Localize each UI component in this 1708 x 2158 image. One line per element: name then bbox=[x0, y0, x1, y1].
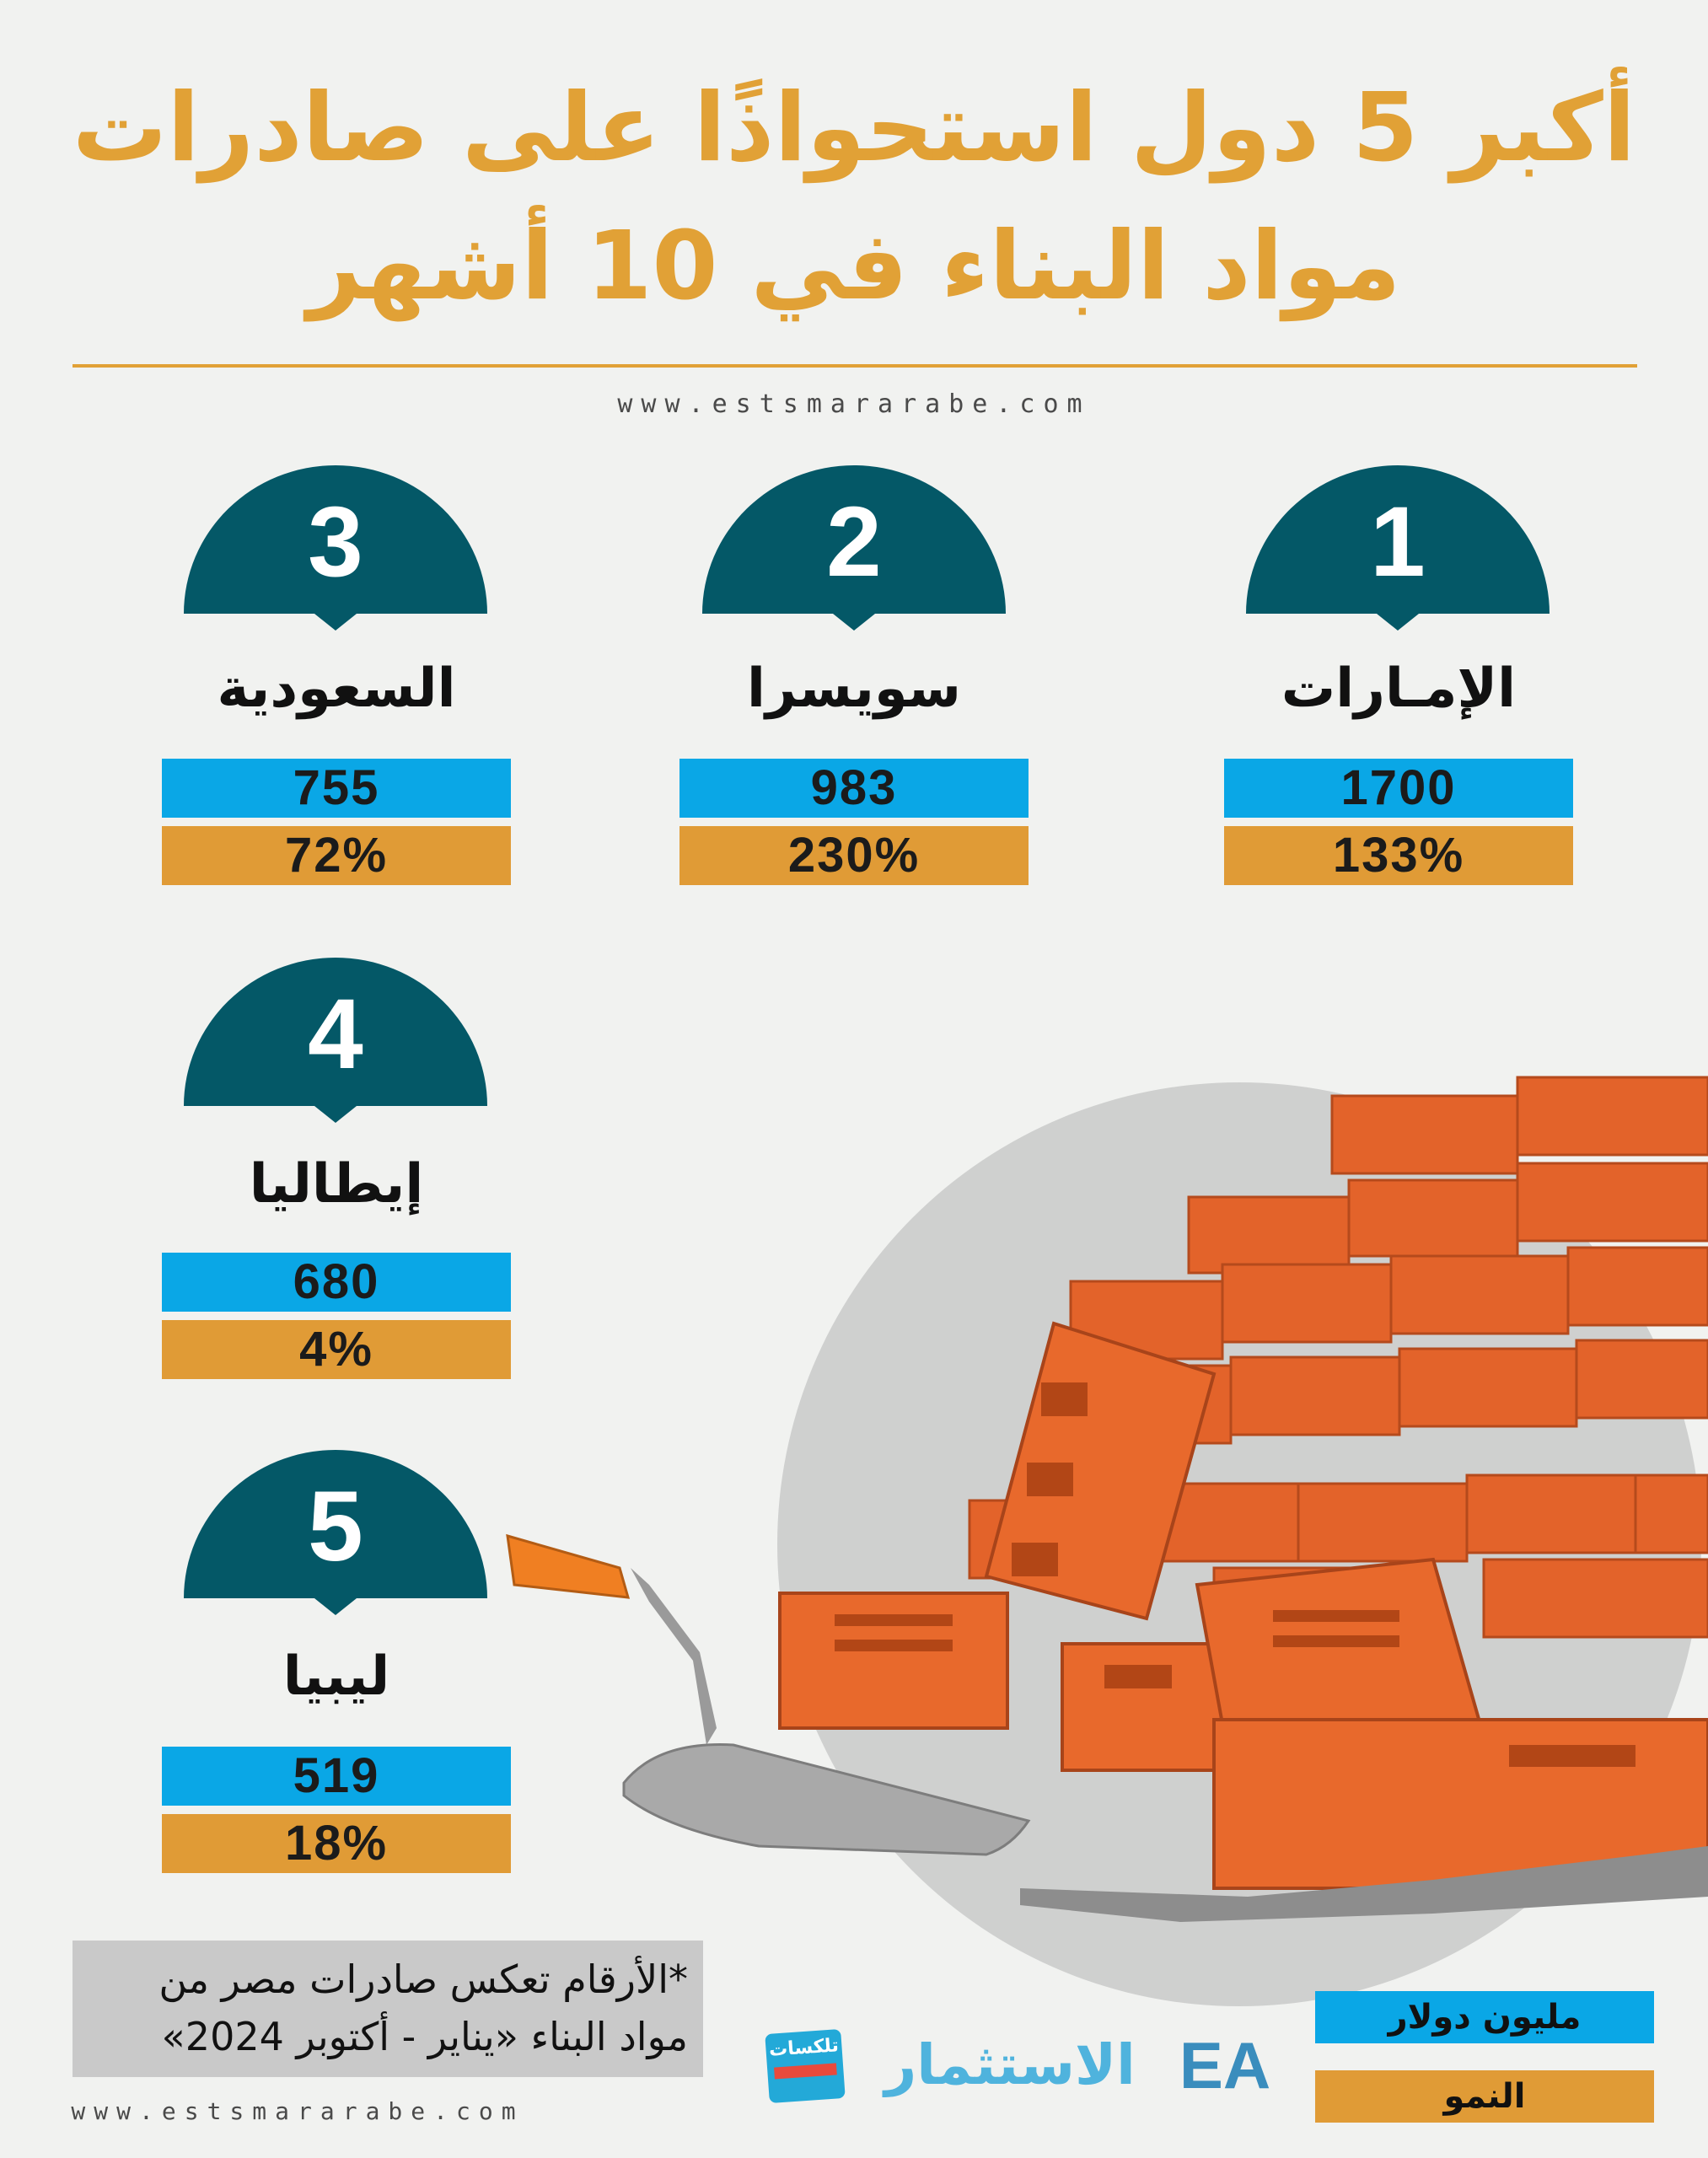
value-bar-4: 680 bbox=[162, 1253, 511, 1312]
talkasat-logo: تلكسات bbox=[765, 2028, 846, 2104]
legend-growth: النمو bbox=[1315, 2070, 1654, 2123]
value-bar-1: 1700 bbox=[1224, 759, 1573, 818]
rank-badge-shape-icon bbox=[1246, 465, 1550, 631]
country-name-5: ليبيا bbox=[282, 1645, 390, 1708]
talkasat-logo-text: تلكسات bbox=[768, 2035, 840, 2061]
footnote-line-1: *الأرقام تعكس صادرات مصر من bbox=[158, 1957, 688, 2002]
rank-badge-3: 3 bbox=[184, 465, 487, 631]
value-bar-3: 755 bbox=[162, 759, 511, 818]
growth-bar-2: 230% bbox=[679, 826, 1029, 885]
rank-badge-5: 5 bbox=[184, 1450, 487, 1615]
rank-badge-1: 1 bbox=[1246, 465, 1550, 631]
rank-badge-4: 4 bbox=[184, 958, 487, 1123]
rank-number-3: 3 bbox=[308, 486, 363, 598]
growth-bar-4: 4% bbox=[162, 1320, 511, 1379]
title-line-1: أكبر 5 دول استحواذًا على صادرات bbox=[72, 73, 1636, 183]
country-name-2: سويسرا bbox=[747, 658, 961, 720]
value-bar-2: 983 bbox=[679, 759, 1029, 818]
rank-number-2: 2 bbox=[826, 486, 882, 598]
rank-number-1: 1 bbox=[1370, 486, 1426, 598]
ea-logo: EA bbox=[1179, 2028, 1271, 2102]
country-name-4: إيطاليا bbox=[249, 1153, 424, 1216]
growth-bar-3: 72% bbox=[162, 826, 511, 885]
growth-bar-5: 18% bbox=[162, 1814, 511, 1873]
rank-badge-shape-icon bbox=[184, 958, 487, 1123]
website-bottom[interactable]: www.estsmararabe.com bbox=[71, 2097, 524, 2125]
rank-number-5: 5 bbox=[308, 1471, 363, 1582]
title-line-2: مواد البناء في 10 أشهر bbox=[307, 212, 1401, 321]
rank-badge-2: 2 bbox=[702, 465, 1006, 631]
footnote-line-2: مواد البناء «يناير - أكتوبر 2024» bbox=[161, 2014, 688, 2059]
value-bar-5: 519 bbox=[162, 1747, 511, 1806]
country-name-1: الإمـارات bbox=[1281, 658, 1517, 720]
estithmar-logo: الاستثمار bbox=[884, 2032, 1136, 2097]
footnote-box: *الأرقام تعكس صادرات مصر من مواد البناء … bbox=[73, 1941, 703, 2077]
rank-badge-shape-icon bbox=[702, 465, 1006, 631]
website-top[interactable]: www.estsmararabe.com bbox=[617, 389, 1091, 419]
legend-value-unit: مليون دولار bbox=[1315, 1991, 1654, 2043]
title-divider bbox=[73, 364, 1637, 368]
rank-badge-shape-icon bbox=[184, 465, 487, 631]
country-name-3: السعودية bbox=[217, 658, 456, 720]
rank-badge-shape-icon bbox=[184, 1450, 487, 1615]
rank-number-4: 4 bbox=[308, 979, 363, 1090]
growth-bar-1: 133% bbox=[1224, 826, 1573, 885]
